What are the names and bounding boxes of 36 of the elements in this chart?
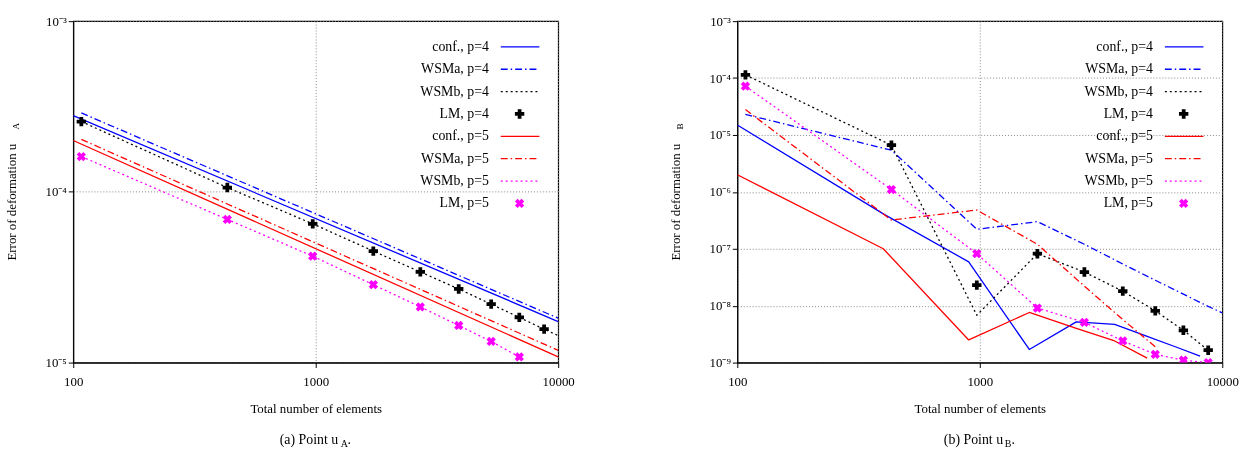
legend-label: LM, p=4 bbox=[439, 105, 489, 121]
legend-label: conf., p=4 bbox=[1096, 38, 1154, 54]
legend-label: LM, p=5 bbox=[1103, 195, 1154, 211]
legend-label: conf., p=4 bbox=[432, 38, 489, 54]
x-axis-title: Total number of elements bbox=[914, 401, 1047, 416]
legend-label: conf., p=5 bbox=[1096, 128, 1154, 144]
x-tick-label: 10000 bbox=[542, 374, 575, 389]
legend-label: WSMa, p=4 bbox=[1085, 61, 1154, 77]
legend-label: WSMa, p=5 bbox=[421, 150, 489, 166]
legend-label: WSMb, p=5 bbox=[1084, 173, 1154, 189]
y-tick-label: 10⁻⁵ bbox=[709, 128, 731, 143]
legend-label: LM, p=4 bbox=[1103, 105, 1154, 121]
y-tick-label: 10⁻⁵ bbox=[45, 356, 67, 371]
y-tick-label: 10⁻⁷ bbox=[709, 242, 731, 257]
y-axis-title: Error of deformation uA bbox=[4, 122, 21, 261]
legend-label: WSMb, p=5 bbox=[420, 173, 489, 189]
legend-label: conf., p=5 bbox=[432, 128, 489, 144]
y-axis-title: Error of deformation uB bbox=[668, 123, 685, 261]
y-tick-label: 10⁻⁹ bbox=[709, 356, 732, 371]
legend-label: WSMa, p=5 bbox=[1085, 150, 1154, 166]
x-tick-label: 100 bbox=[728, 374, 748, 389]
legend-label: WSMb, p=4 bbox=[420, 83, 489, 99]
y-tick-label: 10⁻³ bbox=[46, 14, 67, 29]
x-tick-label: 1000 bbox=[303, 374, 330, 389]
x-tick-label: 100 bbox=[64, 374, 84, 389]
y-tick-label: 10⁻⁸ bbox=[709, 299, 731, 314]
y-tick-label: 10⁻⁴ bbox=[709, 71, 732, 86]
y-tick-label: 10⁻³ bbox=[710, 14, 732, 29]
y-tick-label: 10⁻⁴ bbox=[45, 185, 68, 200]
y-tick-label: 10⁻⁶ bbox=[709, 185, 731, 200]
x-tick-label: 10000 bbox=[1206, 374, 1239, 389]
legend-label: WSMa, p=4 bbox=[421, 61, 489, 77]
x-axis-title: Total number of elements bbox=[250, 401, 383, 416]
legend-label: WSMb, p=4 bbox=[1084, 83, 1154, 99]
legend-label: LM, p=5 bbox=[439, 195, 489, 211]
x-tick-label: 1000 bbox=[967, 374, 994, 389]
